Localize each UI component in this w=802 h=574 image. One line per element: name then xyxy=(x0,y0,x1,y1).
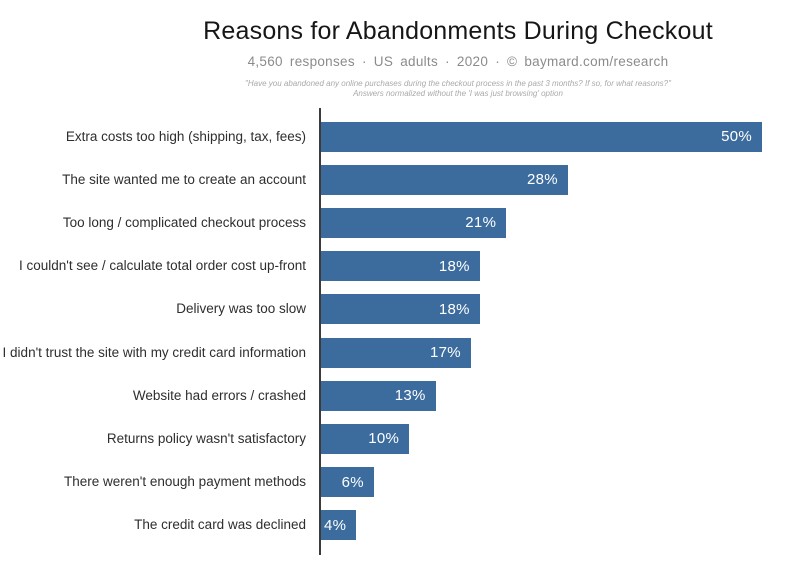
value-label: 6% xyxy=(341,473,364,491)
category-label: Delivery was too slow xyxy=(176,301,306,317)
chart-row: Too long / complicated checkout process … xyxy=(0,201,802,244)
value-label: 18% xyxy=(438,300,470,318)
chart-footnote: "Have you abandoned any online purchases… xyxy=(114,79,802,98)
chart-row: I didn't trust the site with my credit c… xyxy=(0,331,802,374)
bar-chart: Extra costs too high (shipping, tax, fee… xyxy=(0,108,802,555)
category-label: Too long / complicated checkout process xyxy=(62,214,306,230)
chart-row: I couldn't see / calculate total order c… xyxy=(0,245,802,288)
chart-rows: Extra costs too high (shipping, tax, fee… xyxy=(0,115,802,547)
bar: 18% xyxy=(321,294,480,325)
chart-footnote-line1: "Have you abandoned any online purchases… xyxy=(245,79,671,88)
value-label: 50% xyxy=(721,128,752,146)
category-label: The credit card was declined xyxy=(134,517,306,533)
bar: 13% xyxy=(321,380,436,411)
chart-row: Extra costs too high (shipping, tax, fee… xyxy=(0,115,802,158)
chart-row: Delivery was too slow 18% xyxy=(0,288,802,331)
chart-footnote-line2: Answers normalized without the 'I was ju… xyxy=(353,88,563,98)
chart-title: Reasons for Abandonments During Checkout xyxy=(203,17,713,45)
chart-subtitle: 4,560 responses · US adults · 2020 · © b… xyxy=(247,54,669,69)
bar: 50% xyxy=(321,121,762,152)
value-label: 10% xyxy=(368,430,400,448)
category-label: The site wanted me to create an account xyxy=(62,171,306,187)
value-label: 4% xyxy=(323,516,347,534)
chart-row: The credit card was declined 4% xyxy=(0,504,802,547)
bar: 17% xyxy=(321,337,471,368)
category-label: I didn't trust the site with my credit c… xyxy=(2,344,306,360)
chart-header: Reasons for Abandonments During Checkout… xyxy=(114,0,802,98)
chart-row: The site wanted me to create an account … xyxy=(0,158,802,201)
value-label: 17% xyxy=(430,344,461,362)
value-label: 21% xyxy=(465,214,497,232)
value-label: 13% xyxy=(394,387,426,405)
bar: 18% xyxy=(321,251,480,282)
category-label: There weren't enough payment methods xyxy=(64,474,306,490)
bar: 6% xyxy=(321,467,374,498)
category-label: Returns policy wasn't satisfactory xyxy=(106,430,306,446)
bar: 21% xyxy=(321,207,507,238)
bar: 28% xyxy=(321,164,568,195)
chart-row: There weren't enough payment methods 6% xyxy=(0,461,802,504)
category-label: Extra costs too high (shipping, tax, fee… xyxy=(65,128,306,144)
value-label: 28% xyxy=(527,171,558,189)
chart-row: Returns policy wasn't satisfactory 10% xyxy=(0,417,802,460)
value-label: 18% xyxy=(438,257,470,275)
category-label: I couldn't see / calculate total order c… xyxy=(19,258,306,274)
category-label: Website had errors / crashed xyxy=(132,387,306,403)
bar: 4% xyxy=(321,510,357,541)
chart-row: Website had errors / crashed 13% xyxy=(0,374,802,417)
bar: 10% xyxy=(321,423,410,454)
y-axis-line xyxy=(319,108,321,555)
